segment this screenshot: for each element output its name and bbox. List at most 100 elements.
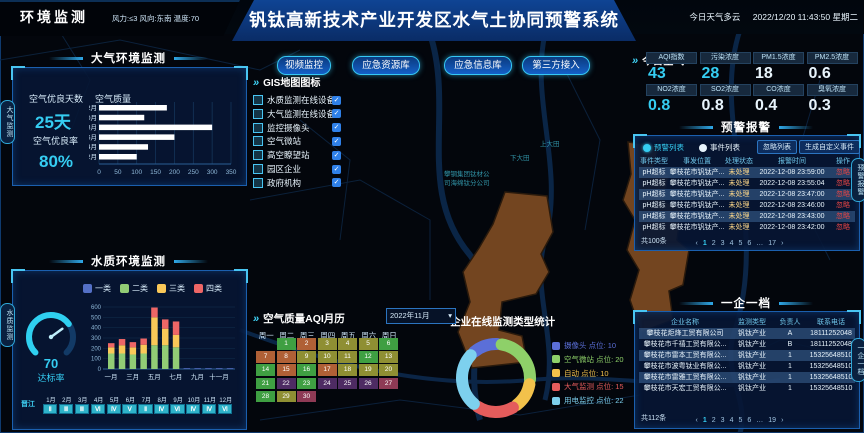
air-stat-tile: NO2浓度 0.8 [646, 84, 697, 115]
pager-page[interactable]: 1 [702, 240, 707, 247]
pager-page[interactable]: 5 [738, 240, 743, 247]
gis-layer-item[interactable]: 高空瞭望站 ✓ [253, 149, 341, 161]
layer-checkbox[interactable]: ✓ [332, 150, 341, 160]
table-cell: 18111252048 [810, 341, 852, 348]
calendar-day: 28 [256, 390, 275, 403]
gis-layer-item[interactable]: 监控摄像头 ✓ [253, 122, 341, 134]
gis-layer-item[interactable]: 水质监测在线设备 ✓ [253, 94, 341, 106]
pager-next[interactable]: › [781, 240, 784, 247]
chevrons-icon: » [632, 55, 639, 67]
donut-slice [468, 338, 503, 358]
pager-page[interactable]: 4 [729, 417, 734, 424]
map-button-2[interactable]: 应急资源库 [352, 56, 420, 75]
side-tab-water[interactable]: 水质监测 [0, 303, 15, 347]
pager-next[interactable]: › [781, 417, 784, 424]
calendar-day: 26 [358, 377, 378, 390]
pager-page[interactable]: 6 [747, 240, 752, 247]
enterprise-pagination[interactable]: ‹ 1 2 3 4 5 6 … 19 › [693, 417, 786, 424]
calendar-day: 10 [317, 351, 337, 363]
pager-page[interactable]: 19 [768, 417, 777, 424]
ignore-action[interactable]: 忽略 [836, 202, 850, 209]
ignore-action[interactable]: 忽略 [836, 213, 850, 220]
river-name-label: 晋江 [21, 401, 35, 408]
alarm-panel-title-text: 预警报警 [721, 122, 771, 134]
weekday-label: 周五 [340, 331, 356, 340]
legend-swatch [194, 284, 203, 293]
side-tab-alarm[interactable]: 预警报警 [851, 158, 864, 202]
water-panel-title-text: 水质环境监测 [91, 256, 166, 268]
pager-page[interactable]: 2 [711, 240, 716, 247]
month-select[interactable]: 2022年11月 ▾ [386, 308, 456, 324]
water-bar-seg [226, 368, 234, 369]
calendar-day: 29 [276, 390, 296, 403]
layer-device-icon [253, 95, 263, 105]
pager-page[interactable]: 17 [768, 240, 777, 247]
layer-checkbox[interactable]: ✓ [332, 123, 341, 133]
svg-text:250: 250 [188, 169, 199, 176]
calendar-day: 9 [297, 351, 316, 363]
water-chart-legend: 一类 二类 三类 四类 [83, 280, 231, 298]
alarm-radio-2[interactable]: 事件列表 [699, 142, 740, 153]
alarm-button-1[interactable]: 忽略列表 [757, 140, 797, 154]
air-quality-bar-chart: 0 50 100 150 200 250 300 350 12月 10月 8月6月 4月 2月 [89, 102, 237, 176]
air-stat-label: PM1.5浓度 [753, 52, 804, 64]
calendar-day: 25 [338, 377, 357, 390]
gis-layer-item[interactable]: 空气微站 ✓ [253, 135, 341, 147]
layer-device-icon [253, 150, 263, 161]
pager-prev[interactable]: ‹ [695, 240, 698, 247]
map-button-3[interactable]: 应急信息库 [444, 56, 512, 75]
river-month-labels: 1月 2月 3月 4月 5月 6月 7月 8月 9月 10月 11月 12月 [43, 389, 234, 407]
gis-layer-item[interactable]: 大气监测在线设备 ✓ [253, 108, 341, 120]
pager-page[interactable]: 1 [702, 417, 707, 424]
alarm-button-2[interactable]: 生成自定义事件 [799, 140, 860, 154]
pager-page[interactable]: 4 [729, 240, 734, 247]
pager-page[interactable]: 3 [720, 417, 725, 424]
alarm-radio-1[interactable]: 预警列表 [643, 142, 684, 153]
water-bar-seg [205, 368, 212, 369]
layer-checkbox[interactable]: ✓ [332, 109, 341, 119]
svg-text:10月: 10月 [89, 114, 97, 122]
side-tab-atmos[interactable]: 大气监测 [0, 100, 15, 144]
air-stat-label: SO2浓度 [699, 84, 751, 96]
svg-text:12月: 12月 [89, 104, 97, 112]
calendar-day: 11 [338, 351, 357, 363]
table-cell: 攀枝花市雷本工贸有限公... [643, 352, 727, 359]
water-bar-seg [129, 342, 137, 348]
pager-page[interactable]: 3 [720, 240, 725, 247]
alarm-pagination[interactable]: ‹ 1 2 3 4 5 6 … 17 › [693, 240, 786, 247]
pager-page[interactable]: … [756, 240, 764, 247]
layer-checkbox[interactable]: ✓ [332, 164, 341, 174]
pager-prev[interactable]: ‹ [695, 417, 698, 424]
layer-checkbox[interactable]: ✓ [332, 95, 341, 105]
calendar-day: 19 [358, 364, 378, 376]
side-tab-enterprise[interactable]: 一企一档 [851, 338, 864, 382]
svg-text:一月: 一月 [105, 373, 118, 381]
calendar-day: 8 [276, 351, 296, 363]
pager-page[interactable]: 2 [711, 417, 716, 424]
title-deco-left [49, 56, 83, 60]
air-stat-tile: 臭氧浓度 0.3 [806, 84, 858, 115]
pager-page[interactable]: … [756, 417, 764, 424]
table-cell: 2022-12-08 23:43:00 [759, 213, 825, 220]
calendar-day: 6 [379, 338, 398, 350]
aqi-calendar-title-text: 空气质量AQI月历 [263, 313, 345, 325]
gis-layer-item[interactable]: 园区企业 ✓ [253, 163, 341, 175]
layer-checkbox[interactable]: ✓ [332, 178, 341, 188]
layer-checkbox[interactable]: ✓ [332, 136, 341, 146]
river-grade-chip: Ⅵ [170, 404, 185, 414]
svg-text:6月: 6月 [89, 133, 97, 141]
air-stat-label: PM2.5浓度 [806, 52, 858, 64]
legend-label: 三类 [169, 284, 185, 293]
ignore-action[interactable]: 忽略 [836, 224, 850, 231]
calendar-day: 5 [358, 338, 378, 350]
map-button-1[interactable]: 视频监控 [277, 56, 331, 75]
pager-page[interactable]: 5 [738, 417, 743, 424]
title-deco-right [174, 259, 208, 263]
water-bar-seg [162, 345, 169, 369]
map-label: 司海绵钛分公司 [444, 180, 490, 187]
map-button-4[interactable]: 第三方接入 [522, 56, 590, 75]
gis-layer-item[interactable]: 政府机构 ✓ [253, 177, 341, 189]
table-cell: 15325648510 [809, 385, 853, 392]
river-month-label: 3月 [78, 398, 88, 404]
pager-page[interactable]: 6 [747, 417, 752, 424]
